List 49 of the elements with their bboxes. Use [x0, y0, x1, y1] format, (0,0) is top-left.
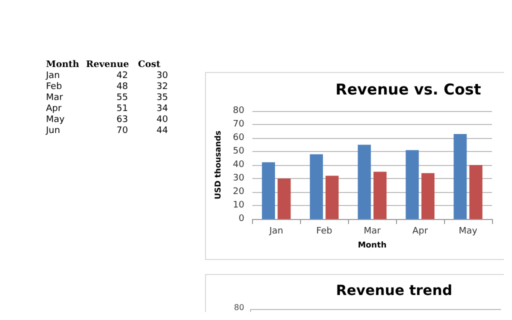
text: 48: [116, 82, 129, 92]
y-tick-label: 10: [232, 200, 245, 210]
text: Jun: [46, 126, 62, 136]
y-tick-label: 0: [238, 214, 245, 224]
text: Feb: [46, 82, 63, 92]
text: 44: [156, 126, 169, 136]
text: Revenue trend: [336, 283, 452, 299]
text: 32: [156, 82, 169, 92]
bar: [278, 178, 291, 219]
bar: [262, 162, 276, 219]
y-tick-label: 40: [232, 160, 245, 170]
text: 42: [116, 71, 129, 81]
y-tick-label: 50: [232, 146, 245, 156]
text: Apr: [46, 104, 63, 114]
y-tick-label: 30: [232, 174, 245, 184]
bar: [469, 165, 482, 219]
text: 70: [116, 126, 129, 136]
x-tick-label: Feb: [316, 226, 332, 236]
bar: [406, 150, 419, 219]
text: Cost: [138, 60, 162, 70]
y-tick-label: 70: [232, 120, 245, 130]
y-tick-label: 60: [232, 133, 245, 143]
text: 55: [116, 93, 129, 103]
text: Jan: [46, 71, 61, 81]
x-axis-title: Month: [358, 240, 387, 250]
y-axis-title: USD thousands: [214, 130, 222, 200]
text: 34: [156, 104, 169, 114]
bar: [421, 173, 434, 219]
text: 35: [156, 93, 169, 103]
chart-title: Revenue vs. Cost: [336, 80, 481, 98]
y-tick-label: 20: [232, 187, 245, 197]
text: May: [46, 115, 66, 125]
y-tick-label: 80: [232, 106, 245, 116]
x-tick-label: May: [458, 226, 478, 236]
bar: [310, 154, 323, 219]
text: 40: [156, 115, 169, 125]
bar: [373, 172, 387, 219]
bar: [326, 176, 339, 219]
text: 30: [156, 71, 169, 81]
bar: [358, 144, 371, 219]
text: 51: [116, 104, 129, 114]
bar: [454, 134, 467, 219]
x-tick-label: Jan: [268, 226, 284, 236]
text: 63: [116, 115, 129, 125]
x-tick-label: Mar: [364, 226, 381, 236]
x-tick-label: Apr: [412, 226, 428, 236]
text: Month: [46, 60, 80, 70]
text: Mar: [46, 93, 64, 103]
text: Revenue: [86, 60, 130, 70]
